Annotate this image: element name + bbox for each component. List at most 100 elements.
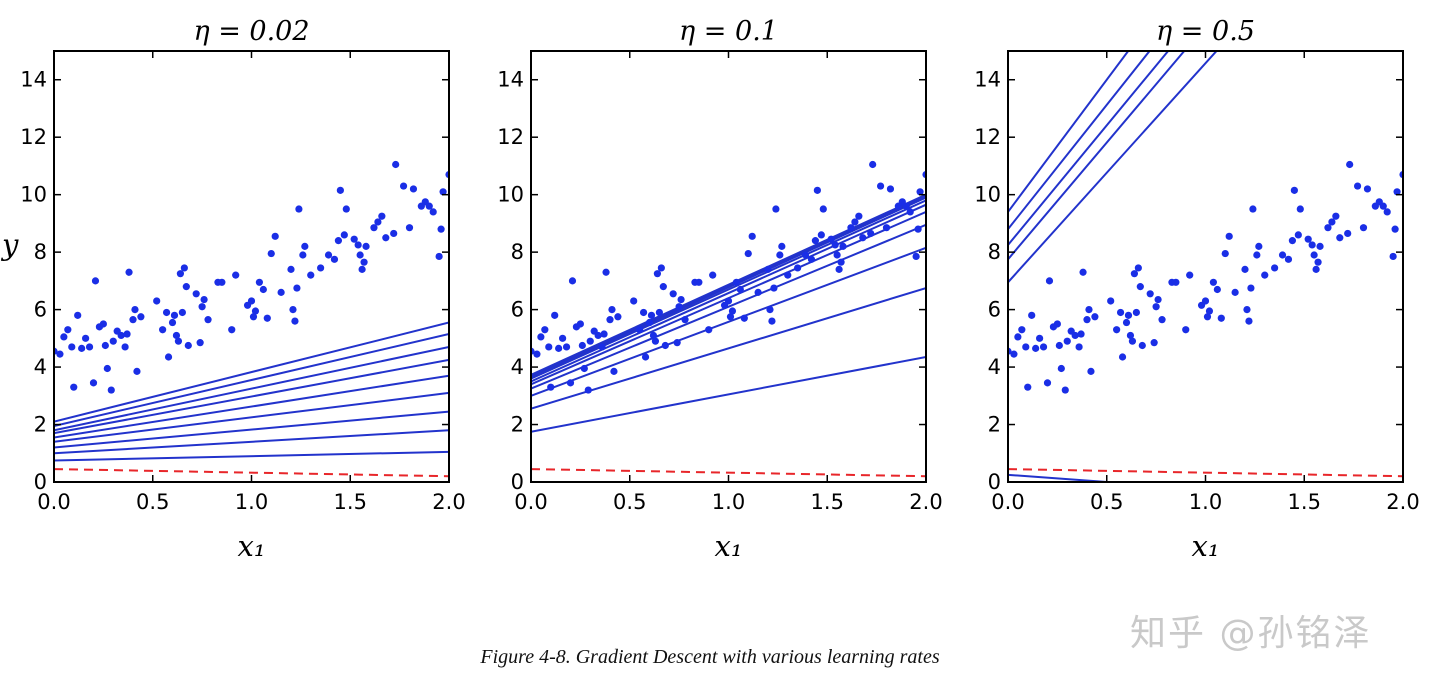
data-point <box>584 386 592 394</box>
data-point <box>1014 333 1022 341</box>
x-tick-label: 0.5 <box>136 490 169 514</box>
fit-line-8 <box>54 333 449 427</box>
y-tick-label: 10 <box>974 183 1001 207</box>
y-tick-label: 4 <box>988 355 1001 379</box>
x-tick-label: 1.0 <box>235 490 268 514</box>
data-point <box>356 251 364 259</box>
data-point <box>435 252 443 261</box>
data-point <box>641 353 650 361</box>
data-point <box>255 278 263 286</box>
data-point <box>70 383 78 391</box>
data-point <box>218 278 226 286</box>
data-point <box>299 251 307 259</box>
data-point <box>555 344 563 352</box>
data-point <box>551 311 559 319</box>
data-point <box>1332 212 1340 220</box>
plot-area <box>54 160 449 478</box>
data-point <box>289 306 297 314</box>
data-point <box>859 234 867 242</box>
data-point <box>1063 337 1071 345</box>
data-point <box>677 295 685 304</box>
data-point <box>200 295 208 304</box>
data-point <box>1314 258 1322 266</box>
y-axis-label: y <box>0 228 19 262</box>
data-point <box>578 341 586 350</box>
data-point <box>1113 326 1121 334</box>
data-point <box>1247 284 1255 292</box>
data-point <box>547 383 555 391</box>
data-point <box>192 290 200 298</box>
data-point <box>768 317 776 325</box>
data-point <box>64 326 72 334</box>
data-point <box>437 225 445 233</box>
data-point <box>123 330 131 338</box>
data-point <box>1136 283 1144 291</box>
data-point <box>174 337 183 345</box>
data-point <box>1205 307 1214 315</box>
data-point <box>1128 337 1137 345</box>
data-point <box>1158 316 1166 324</box>
data-point <box>247 297 256 305</box>
data-point <box>324 251 333 259</box>
data-point <box>405 224 414 232</box>
x-tick-label: 2.0 <box>1386 490 1419 514</box>
x-tick-label: 2.0 <box>909 490 942 514</box>
data-point <box>608 306 616 314</box>
x-tick-label: 0.5 <box>613 490 646 514</box>
data-point <box>726 313 735 321</box>
data-point <box>794 264 802 272</box>
fit-line-2 <box>54 429 449 455</box>
data-point <box>1061 386 1069 394</box>
fit-line-7 <box>531 199 926 380</box>
data-point <box>537 333 545 341</box>
data-point <box>153 297 161 305</box>
data-point <box>1116 308 1125 317</box>
data-point <box>1353 182 1362 190</box>
y-tick-label: 14 <box>974 68 1001 92</box>
fit-line-9 <box>54 321 449 423</box>
data-point <box>382 234 390 242</box>
data-point <box>1225 232 1233 240</box>
data-point <box>545 343 553 351</box>
data-point <box>833 251 841 259</box>
fit-line-5 <box>54 374 449 439</box>
data-point <box>1045 277 1054 285</box>
fit-line-2 <box>531 287 926 410</box>
data-point <box>610 367 618 375</box>
data-point <box>103 364 111 373</box>
data-point <box>89 379 98 387</box>
plot-frame <box>530 50 927 483</box>
y-tick-label: 8 <box>511 240 524 264</box>
data-point <box>350 235 358 243</box>
data-point <box>1083 316 1091 324</box>
data-point <box>1363 185 1372 193</box>
fit-line-6 <box>1008 51 1130 213</box>
data-point <box>1087 367 1095 375</box>
data-point <box>566 379 575 387</box>
fit-line-8 <box>531 196 926 379</box>
data-point <box>56 350 64 358</box>
x-axis-label: x₁ <box>715 529 743 563</box>
data-point <box>291 317 299 325</box>
data-point <box>340 231 348 239</box>
y-tick-label: 6 <box>511 298 524 322</box>
data-point <box>659 283 667 291</box>
data-point <box>1186 271 1194 279</box>
data-point <box>1304 235 1312 243</box>
data-point <box>839 242 847 250</box>
data-point <box>1022 343 1030 351</box>
data-point <box>1346 160 1354 169</box>
data-point <box>1324 224 1332 232</box>
data-point <box>1316 242 1324 250</box>
data-point <box>647 311 656 319</box>
data-point <box>1024 383 1032 391</box>
data-point <box>178 308 186 317</box>
data-point <box>661 341 669 350</box>
data-point <box>657 264 665 272</box>
fit-line-1 <box>531 356 926 433</box>
data-point <box>1344 229 1352 238</box>
data-point <box>728 307 737 315</box>
data-point <box>1118 353 1127 361</box>
data-point <box>1055 341 1063 350</box>
data-point <box>204 316 212 324</box>
